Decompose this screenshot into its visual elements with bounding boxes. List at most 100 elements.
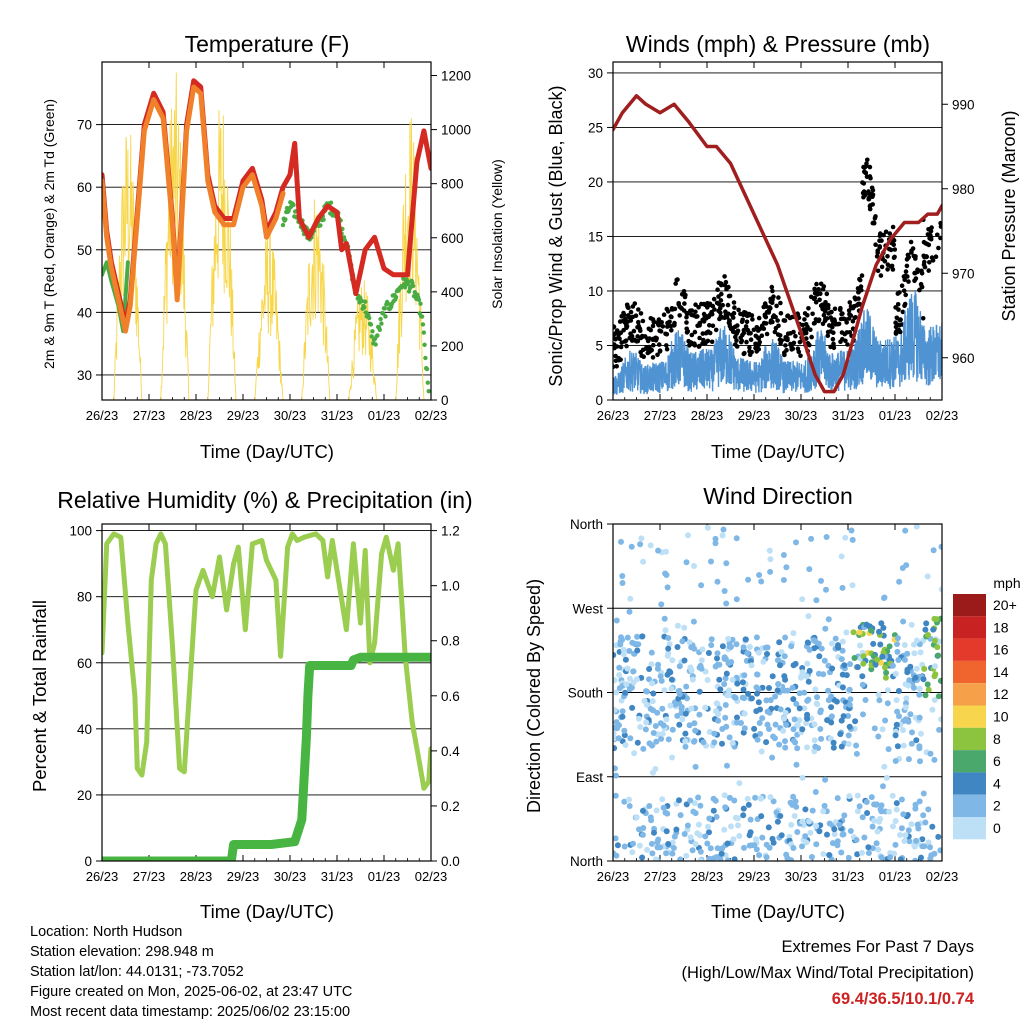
gust-point	[885, 253, 890, 259]
x-tick-label: 27/23	[133, 408, 166, 423]
gust-point	[892, 247, 898, 252]
direction-point	[613, 689, 620, 696]
gust-point	[852, 303, 857, 309]
direction-point	[741, 710, 748, 717]
direction-point	[846, 686, 853, 693]
gust-point	[831, 345, 837, 351]
x-tick-label: 28/23	[180, 869, 213, 884]
gust-point	[870, 192, 876, 198]
direction-point	[663, 828, 670, 835]
direction-point	[893, 697, 900, 704]
gust-point	[628, 309, 634, 315]
direction-point	[936, 726, 942, 733]
direction-point	[713, 813, 720, 820]
winds-xlabel: Time (Day/UTC)	[711, 441, 845, 462]
direction-point	[661, 615, 668, 622]
gust-point	[877, 238, 882, 243]
x-tick-label: 27/23	[133, 869, 166, 884]
extremes-subtitle: (High/Low/Max Wind/Total Precipitation)	[681, 964, 974, 982]
direction-point	[756, 572, 763, 578]
direction-point	[835, 644, 842, 651]
direction-point	[649, 769, 656, 776]
direction-point	[763, 739, 770, 746]
direction-point	[790, 726, 797, 733]
gust-point	[891, 255, 897, 260]
direction-point	[774, 818, 781, 825]
extremes-box: Extremes For Past 7 Days (High/Low/Max W…	[681, 934, 974, 1012]
direction-point	[931, 850, 938, 857]
y-tick-label: 15	[588, 229, 603, 244]
gust-point	[783, 343, 788, 348]
gust-point	[871, 220, 877, 226]
direction-point	[882, 664, 888, 671]
gust-point	[624, 323, 629, 329]
legend-label: 10	[993, 709, 1009, 725]
direction-point	[669, 839, 676, 846]
gust-point	[729, 312, 735, 318]
gust-point	[640, 318, 646, 324]
direction-point	[691, 800, 698, 807]
direction-point	[908, 740, 915, 747]
direction-point	[689, 847, 696, 854]
direction-point	[799, 818, 806, 825]
extremes-title: Extremes For Past 7 Days	[781, 938, 974, 956]
x-tick-label: 01/23	[368, 408, 401, 423]
direction-point	[751, 725, 758, 732]
direction-point	[856, 629, 863, 636]
direction-point	[618, 538, 624, 545]
direction-point	[845, 713, 852, 719]
direction-point	[839, 638, 846, 645]
direction-point	[718, 850, 725, 857]
direction-point	[918, 854, 924, 861]
direction-point	[859, 849, 865, 856]
direction-point	[921, 843, 928, 850]
y-tick-label: 100	[69, 524, 92, 539]
direction-point	[633, 676, 640, 683]
direction-point	[698, 657, 705, 664]
direction-point	[613, 745, 618, 752]
extremes-values: 69.4/36.5/10.1/0.74	[831, 990, 974, 1008]
dewpoint-point	[373, 342, 378, 347]
direction-point	[799, 669, 806, 676]
direction-point	[644, 846, 651, 853]
direction-point	[712, 535, 719, 542]
direction-point	[916, 714, 923, 721]
gust-point	[859, 273, 865, 278]
humidity-title: Relative Humidity (%) & Precipitation (i…	[57, 487, 472, 513]
direction-point	[805, 678, 812, 685]
direction-point	[687, 834, 694, 841]
direction-point	[935, 833, 942, 840]
direction-point	[759, 834, 766, 841]
gust-point	[770, 288, 775, 294]
gust-point	[697, 335, 702, 341]
gust-point	[649, 347, 654, 353]
y2-tick-label: 0.8	[441, 634, 460, 649]
direction-point	[903, 695, 910, 702]
gust-point	[638, 328, 643, 334]
direction-point	[838, 849, 845, 856]
direction-point	[774, 687, 781, 694]
direction-point	[692, 763, 699, 770]
gust-point	[785, 337, 790, 343]
direction-point	[665, 736, 672, 743]
direction-point	[757, 730, 764, 737]
legend-label: 20+	[993, 597, 1017, 613]
direction-point	[648, 661, 655, 668]
gust-point	[891, 242, 896, 247]
gust-point	[689, 332, 695, 338]
direction-point	[613, 617, 620, 624]
gust-point	[808, 327, 813, 333]
x-tick-label: 01/23	[879, 869, 912, 884]
direction-point	[752, 794, 759, 801]
direction-point	[893, 800, 900, 807]
direction-point	[781, 715, 787, 722]
humidity-ylabel-left: Percent & Total Rainfall	[29, 600, 50, 792]
direction-point	[805, 613, 812, 620]
direction-point	[758, 748, 765, 755]
direction-point	[643, 688, 649, 695]
gust-point	[656, 317, 662, 322]
y2-tick-label: 0.4	[441, 744, 460, 759]
y-tick-label: 50	[77, 243, 92, 258]
direction-point	[794, 829, 801, 835]
gust-point	[922, 259, 927, 265]
